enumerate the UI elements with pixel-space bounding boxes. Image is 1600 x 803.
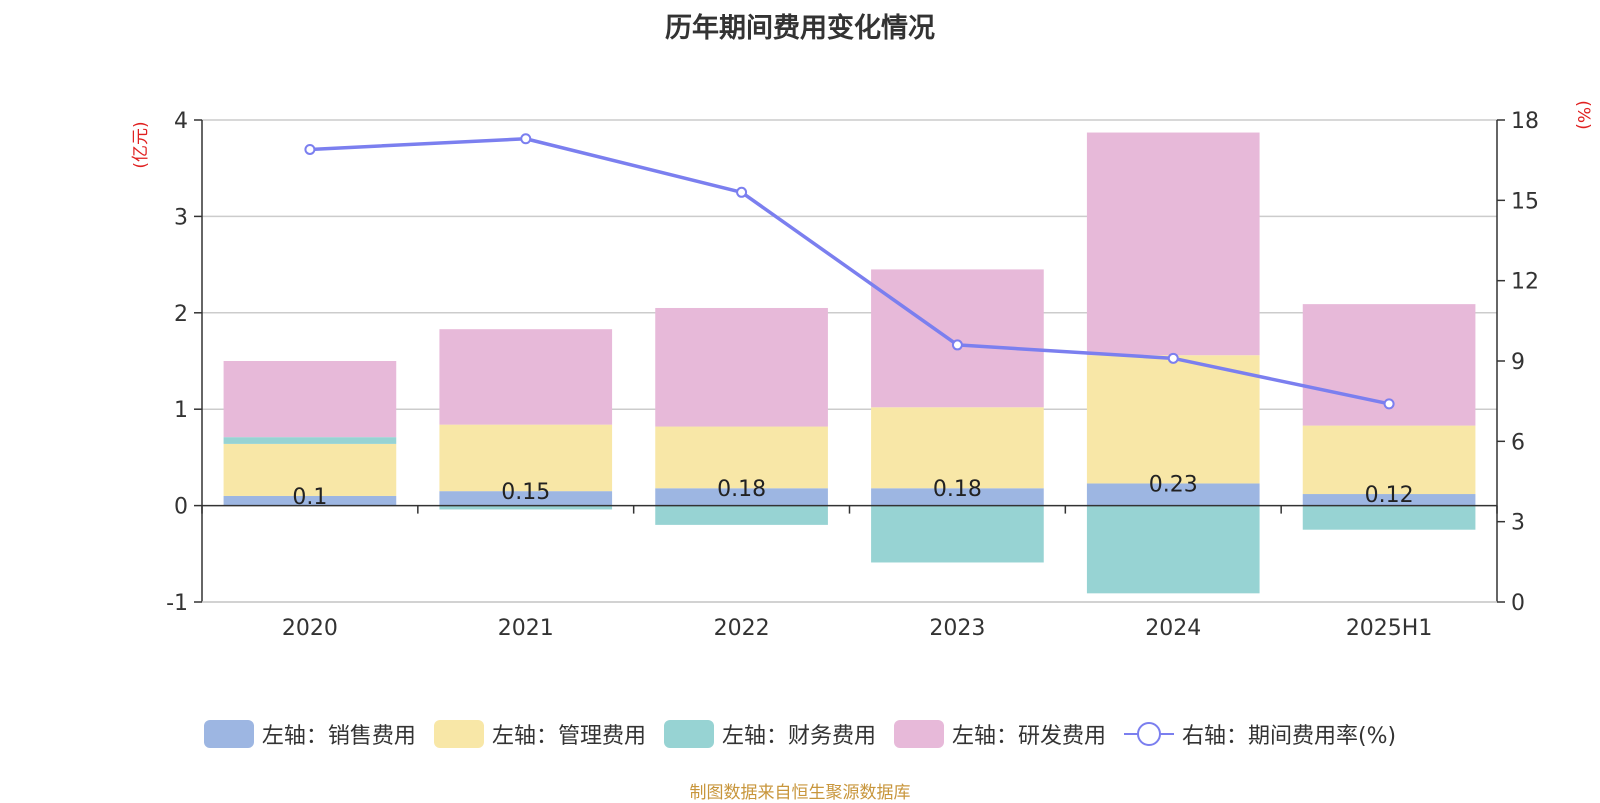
data-label-2024: 0.23 <box>1149 472 1198 497</box>
y-left-tick-label-3: 2 <box>174 302 188 327</box>
bar-1-2024 <box>1086 355 1260 484</box>
y-right-tick-label-5: 15 <box>1511 189 1539 214</box>
bar-0-2020 <box>223 495 397 506</box>
data-labels: 0.1 0.15 0.18 0.18 0.23 0.12 <box>292 472 1413 510</box>
y-left-tick-label-1: 0 <box>174 495 188 520</box>
x-tick-label-2022: 2022 <box>714 616 770 641</box>
source-note: 制图数据来自恒生聚源数据库 <box>689 783 911 803</box>
x-tick-label-2023: 2023 <box>929 616 985 641</box>
rate-point-2023 <box>951 339 963 351</box>
legend-swatch-finance <box>663 720 714 748</box>
y-right-tick-label-2: 6 <box>1511 430 1525 455</box>
data-label-2022: 0.18 <box>717 477 766 502</box>
rate-point-2021 <box>520 133 532 145</box>
legend: 左轴：销售费用 左轴：管理费用 左轴：财务费用 左轴：研发费用 右轴：期间费用率… <box>0 718 1600 750</box>
bar-1-2025H1 <box>1302 425 1476 495</box>
y-right-tick-label-4: 12 <box>1511 270 1539 295</box>
legend-label-sales: 左轴：销售费用 <box>261 724 416 749</box>
bar-0-2023 <box>871 488 1044 506</box>
rate-line <box>304 133 1395 410</box>
bar-1-2020 <box>223 443 397 496</box>
bar-3-2020 <box>223 361 397 438</box>
y-right-tick-label-6: 18 <box>1511 109 1539 134</box>
data-label-2021: 0.15 <box>501 480 550 505</box>
legend-item-finance[interactable]: 左轴：财务费用 <box>663 718 876 750</box>
bar-3-2024 <box>1086 132 1260 356</box>
bar-0-2022 <box>655 488 828 506</box>
bar-1-2023 <box>871 407 1044 489</box>
bar-1-2021 <box>439 424 613 492</box>
bar-2-2021 <box>439 505 613 510</box>
y-left-tick-label-2: 1 <box>174 398 188 423</box>
chart-title: 历年期间费用变化情况 <box>665 13 935 44</box>
y-right-tick-label-1: 3 <box>1511 511 1525 536</box>
legend-label-rd: 左轴：研发费用 <box>951 724 1106 749</box>
x-tick-label-2020: 2020 <box>282 616 338 641</box>
y-right-axis-label: (%) <box>1573 100 1593 129</box>
y-right-tick-label-3: 9 <box>1511 350 1525 375</box>
bar-1-2022 <box>655 426 828 489</box>
rate-point-2025H1 <box>1383 398 1395 410</box>
data-label-2023: 0.18 <box>933 477 982 502</box>
bar-3-2023 <box>871 269 1044 408</box>
legend-item-rd[interactable]: 左轴：研发费用 <box>893 718 1106 750</box>
rate-point-2024 <box>1167 352 1179 364</box>
x-tick-label-2025H1: 2025H1 <box>1346 616 1433 641</box>
bar-0-2024 <box>1086 483 1260 506</box>
bars <box>223 132 1476 594</box>
legend-swatch-sales <box>203 720 254 748</box>
y-left-tick-label-5: 4 <box>174 109 188 134</box>
legend-label-rate: 右轴：期间费用率(%) <box>1181 724 1397 749</box>
bar-0-2021 <box>439 491 613 506</box>
legend-line-marker-icon <box>1123 720 1174 748</box>
x-tick-label-2024: 2024 <box>1145 616 1201 641</box>
legend-item-admin[interactable]: 左轴：管理费用 <box>433 718 646 750</box>
bar-2-2024 <box>1086 505 1260 594</box>
rate-point-2022 <box>736 186 748 198</box>
y-left-axis-label: (亿元) <box>131 121 151 168</box>
x-tick-label-2021: 2021 <box>498 616 554 641</box>
y-left-tick-label-4: 3 <box>174 205 188 230</box>
legend-item-rate[interactable]: 右轴：期间费用率(%) <box>1123 718 1397 750</box>
data-label-2025H1: 0.12 <box>1365 483 1414 508</box>
rate-line-path <box>309 136 1390 406</box>
bar-2-2025H1 <box>1302 505 1476 530</box>
rate-point-2020 <box>304 143 316 155</box>
data-label-2020: 0.1 <box>292 485 327 510</box>
legend-label-finance: 左轴：财务费用 <box>721 724 876 749</box>
legend-swatch-rd <box>893 720 944 748</box>
legend-swatch-admin <box>433 720 484 748</box>
bar-3-2022 <box>655 307 828 427</box>
y-right-tick-label-0: 0 <box>1511 591 1525 616</box>
bar-2-2022 <box>655 505 828 525</box>
legend-item-sales[interactable]: 左轴：销售费用 <box>203 718 416 750</box>
bar-2-2023 <box>871 505 1044 563</box>
y-left-tick-label-0: -1 <box>166 591 188 616</box>
bar-3-2021 <box>439 329 613 425</box>
bar-2-2020 <box>223 437 397 444</box>
legend-label-admin: 左轴：管理费用 <box>491 724 646 749</box>
bar-0-2025H1 <box>1302 494 1476 506</box>
